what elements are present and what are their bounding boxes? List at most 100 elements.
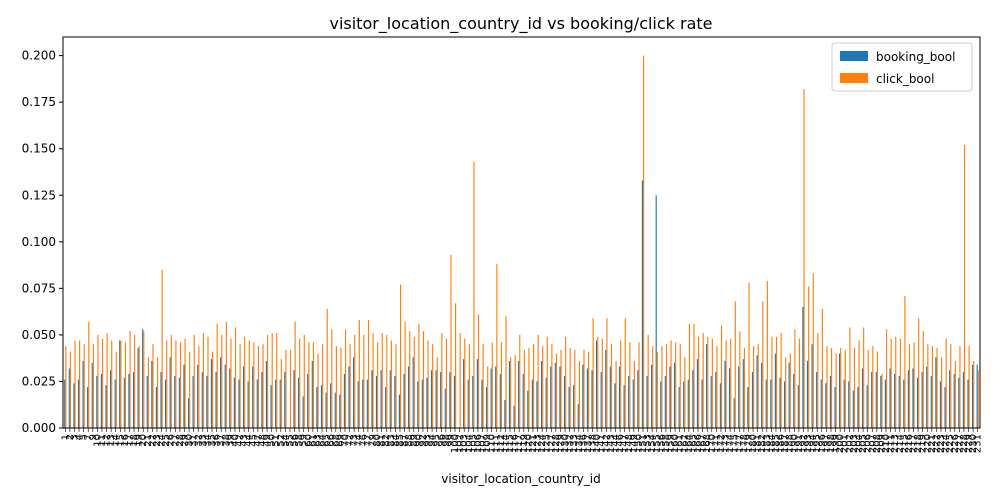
bar: [64, 379, 66, 428]
bar: [651, 364, 653, 428]
x-tick-label: 35: [207, 434, 218, 447]
bar: [890, 338, 892, 428]
bar: [386, 334, 388, 428]
bar: [669, 366, 671, 428]
bar: [660, 381, 662, 428]
bar: [684, 357, 686, 428]
bar: [380, 370, 382, 428]
bar: [377, 342, 379, 428]
bar: [881, 374, 883, 428]
bar: [871, 372, 873, 428]
bar: [802, 306, 804, 428]
y-tick-label: 0.000: [22, 421, 56, 435]
bar: [962, 372, 964, 428]
bar: [843, 379, 845, 428]
x-tick-label: 150: [633, 434, 644, 453]
bar: [730, 338, 732, 428]
bar: [312, 342, 315, 428]
bar: [408, 366, 410, 428]
x-tick-label: 190: [789, 434, 800, 453]
bar: [615, 360, 617, 428]
bar: [418, 323, 420, 428]
x-tick-label: 37: [216, 434, 227, 447]
x-tick-label: 51: [271, 434, 282, 447]
bar: [271, 333, 273, 428]
bar: [357, 381, 359, 428]
bar: [450, 254, 452, 428]
bar: [156, 357, 159, 428]
x-tick-label: 4: [74, 434, 85, 440]
bar: [803, 89, 805, 428]
bar: [317, 353, 319, 428]
x-tick-label: 19: [134, 434, 145, 447]
bar: [797, 385, 799, 428]
bar: [413, 336, 415, 428]
bar: [679, 344, 681, 428]
bar: [606, 318, 608, 428]
bar: [715, 372, 717, 428]
bar: [788, 362, 790, 428]
bar: [817, 333, 819, 428]
x-tick-label: 204: [853, 434, 864, 453]
x-tick-label: 31: [189, 434, 200, 447]
x-tick-label: 144: [610, 434, 621, 453]
x-tick-label: 81: [377, 434, 388, 447]
x-tick-label: 170: [707, 434, 718, 453]
x-tick-label: 10: [92, 434, 103, 447]
bar: [866, 385, 868, 428]
bar: [931, 346, 934, 428]
bar: [170, 334, 172, 428]
x-tick-label: 99: [445, 434, 456, 447]
bar: [546, 336, 548, 428]
bar: [230, 338, 232, 428]
x-tick-label: 117: [514, 434, 525, 453]
x-axis-label: visitor_location_country_id: [441, 472, 600, 486]
x-tick-label: 94: [427, 434, 438, 447]
bar: [528, 347, 530, 428]
bar: [146, 375, 148, 428]
bar: [464, 338, 466, 428]
x-tick-label: 167: [698, 434, 709, 453]
bar: [169, 357, 171, 428]
bar: [189, 351, 191, 428]
chart-title: visitor_location_country_id vs booking/c…: [329, 14, 712, 34]
x-tick-label: 208: [872, 434, 883, 453]
x-tick-label: 7: [83, 434, 94, 440]
x-tick-label: 34: [202, 434, 213, 447]
x-tick-label: 54: [280, 434, 291, 447]
x-tick-label: 60: [303, 434, 314, 447]
x-tick-label: 148: [624, 434, 635, 453]
x-tick-label: 130: [560, 434, 571, 453]
bar: [210, 359, 213, 428]
bar: [753, 346, 755, 428]
bar: [74, 340, 76, 428]
x-tick-label: 40: [230, 434, 241, 447]
bar: [766, 280, 768, 428]
bar: [610, 344, 613, 428]
bar: [468, 344, 470, 428]
bar: [472, 375, 474, 428]
x-tick-label: 149: [629, 434, 640, 453]
bar: [623, 385, 625, 428]
bar: [485, 387, 488, 428]
x-tick-label: 215: [899, 434, 910, 453]
bar: [770, 379, 772, 428]
bar: [583, 349, 585, 428]
bar: [252, 366, 254, 428]
x-tick-label: 84: [390, 434, 401, 447]
bar: [861, 368, 864, 428]
bar: [665, 344, 668, 428]
x-tick-label: 119: [519, 434, 530, 453]
bar: [693, 323, 695, 428]
bar: [496, 264, 498, 428]
x-tick-label: 36: [212, 434, 223, 447]
bar: [710, 375, 712, 428]
x-tick-label: 188: [785, 434, 796, 453]
x-tick-label: 74: [354, 434, 365, 447]
bar: [950, 344, 952, 428]
bar: [578, 360, 580, 428]
bar: [267, 334, 269, 428]
x-tick-label: 180: [748, 434, 759, 453]
x-tick-label: 219: [918, 434, 929, 453]
bar: [652, 346, 654, 428]
